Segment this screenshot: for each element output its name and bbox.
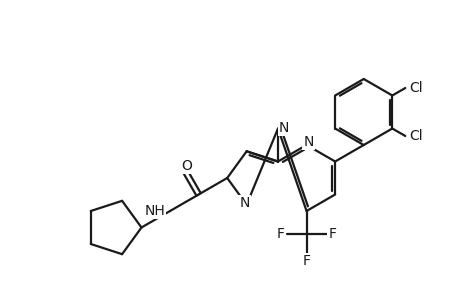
Text: NH: NH xyxy=(144,204,165,218)
Text: Cl: Cl xyxy=(409,129,422,143)
Text: F: F xyxy=(328,227,336,241)
Text: O: O xyxy=(180,159,191,173)
Text: N: N xyxy=(303,135,313,149)
Text: N: N xyxy=(239,196,249,210)
Text: N: N xyxy=(278,121,289,134)
Text: F: F xyxy=(302,254,310,268)
Text: Cl: Cl xyxy=(409,81,422,95)
Text: F: F xyxy=(276,227,284,241)
